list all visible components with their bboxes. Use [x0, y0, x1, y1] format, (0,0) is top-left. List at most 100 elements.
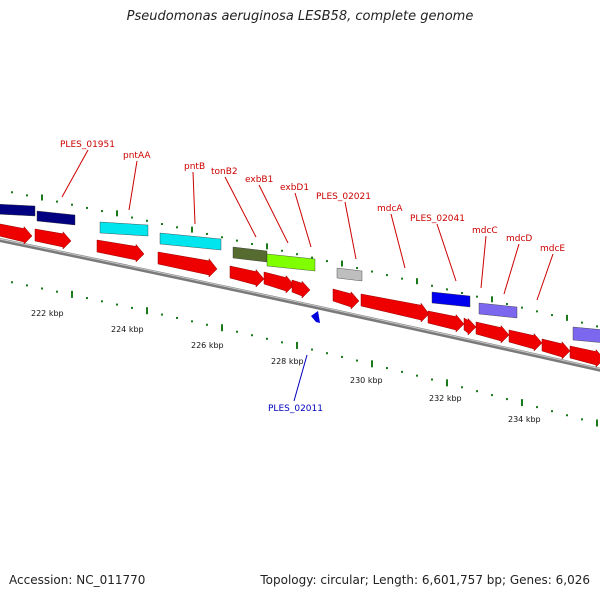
- gene-leader-line: [436, 223, 457, 282]
- gene-leader-line: [390, 213, 406, 269]
- gc-dot: [566, 414, 568, 417]
- gc-dot: [281, 249, 283, 252]
- gene-leader-line: [258, 184, 289, 244]
- gc-dot: [326, 352, 328, 355]
- gene-leader-line: [344, 201, 357, 260]
- gc-dot: [26, 284, 28, 287]
- gc-dot: [506, 398, 508, 401]
- gc-dot: [461, 386, 463, 389]
- gc-dot: [296, 341, 298, 349]
- gene-label[interactable]: mdcE: [540, 244, 565, 254]
- gc-dot: [386, 274, 388, 277]
- gene-label[interactable]: PLES_01951: [60, 140, 115, 150]
- gene-label[interactable]: pntB: [184, 162, 205, 172]
- cds-arrow: [263, 271, 295, 294]
- cds-arrow: [332, 288, 360, 310]
- gc-dot: [521, 399, 523, 407]
- gc-dot: [206, 232, 208, 235]
- gc-dot: [401, 277, 403, 280]
- gc-dot: [506, 302, 508, 305]
- gc-dot: [266, 337, 268, 340]
- gc-dot: [56, 200, 58, 203]
- genome-backbone-highlight: [0, 238, 600, 370]
- gc-dot: [446, 288, 448, 291]
- gene-label[interactable]: tonB2: [211, 167, 238, 177]
- gc-dot: [596, 325, 598, 328]
- cog-block: [336, 267, 363, 282]
- cds-arrow: [229, 265, 265, 288]
- gc-dot: [461, 292, 463, 295]
- gc-dot: [296, 253, 298, 256]
- gene-leader-line: [61, 149, 89, 198]
- gene-label[interactable]: PLES_02021: [316, 192, 371, 202]
- gene-leader-line: [503, 243, 520, 295]
- cds-arrow: [463, 317, 477, 336]
- gc-dot: [371, 360, 373, 368]
- gc-dot: [176, 316, 178, 319]
- gc-dot: [146, 307, 148, 315]
- gc-dot: [71, 203, 73, 206]
- gc-dot: [491, 296, 493, 303]
- gc-dot: [521, 306, 523, 309]
- gene-label[interactable]: mdcD: [506, 234, 532, 244]
- accession-label: Accession: NC_011770: [9, 573, 146, 587]
- gene-label[interactable]: mdcC: [472, 226, 498, 236]
- gc-dot: [161, 313, 163, 316]
- gc-dot: [476, 295, 478, 298]
- cds-arrow: [157, 251, 218, 278]
- gc-dot: [191, 320, 193, 323]
- cog-block: [478, 302, 518, 319]
- scale-label: 222 kbp: [31, 309, 64, 318]
- gc-dot: [536, 406, 538, 409]
- gene-label[interactable]: PLES_02011: [268, 404, 323, 414]
- gene-label[interactable]: exbD1: [280, 183, 309, 193]
- gene-label[interactable]: PLES_02041: [410, 214, 465, 224]
- gc-dot: [251, 334, 253, 337]
- gc-dot: [41, 194, 43, 201]
- gc-dot: [431, 284, 433, 287]
- gc-dot: [566, 314, 568, 321]
- cds-arrow: [291, 279, 311, 299]
- cds-arrow: [0, 223, 33, 245]
- gc-dot: [401, 370, 403, 373]
- gc-dot: [551, 410, 553, 413]
- gene-label[interactable]: mdcA: [377, 204, 403, 214]
- cog-block: [159, 232, 222, 251]
- gc-dot: [536, 310, 538, 313]
- gc-dot: [101, 300, 103, 303]
- gc-dot: [476, 390, 478, 393]
- cog-block: [0, 204, 36, 217]
- gc-dot: [326, 260, 328, 263]
- gc-dot: [431, 378, 433, 381]
- cds-arrow: [569, 345, 600, 368]
- gc-dot: [11, 281, 13, 284]
- gc-dot: [71, 290, 73, 298]
- gc-dot: [11, 191, 13, 194]
- gc-dot: [26, 194, 28, 197]
- cds-arrow: [96, 239, 145, 263]
- gc-dot: [581, 321, 583, 324]
- gene-leader-line: [294, 192, 312, 248]
- gc-dot: [116, 210, 118, 217]
- scale-row: 222 kbp 224 kbp 226 kbp 228 kbp 230 kbp 232 k…: [31, 309, 541, 424]
- gc-dot: [116, 303, 118, 306]
- cog-block: [431, 291, 471, 308]
- cds-arrow: [360, 293, 430, 323]
- gc-dot: [131, 216, 133, 219]
- gc-dot: [236, 330, 238, 333]
- cds-arrow: [508, 329, 543, 352]
- gc-dot: [416, 278, 418, 285]
- scale-label: 226 kbp: [191, 341, 224, 350]
- cds-row: [0, 223, 600, 368]
- cds-arrow: [475, 321, 510, 344]
- gene-leader-line: [293, 354, 308, 402]
- gc-dot: [386, 367, 388, 370]
- gene-label[interactable]: exbB1: [245, 175, 273, 185]
- outer-gc-dots: [11, 191, 598, 328]
- gene-leader-line: [536, 253, 554, 301]
- gc-dot: [86, 297, 88, 300]
- scale-label: 234 kbp: [508, 415, 541, 424]
- gc-dot: [416, 374, 418, 377]
- gc-dot: [221, 236, 223, 239]
- gene-label[interactable]: pntAA: [123, 151, 151, 161]
